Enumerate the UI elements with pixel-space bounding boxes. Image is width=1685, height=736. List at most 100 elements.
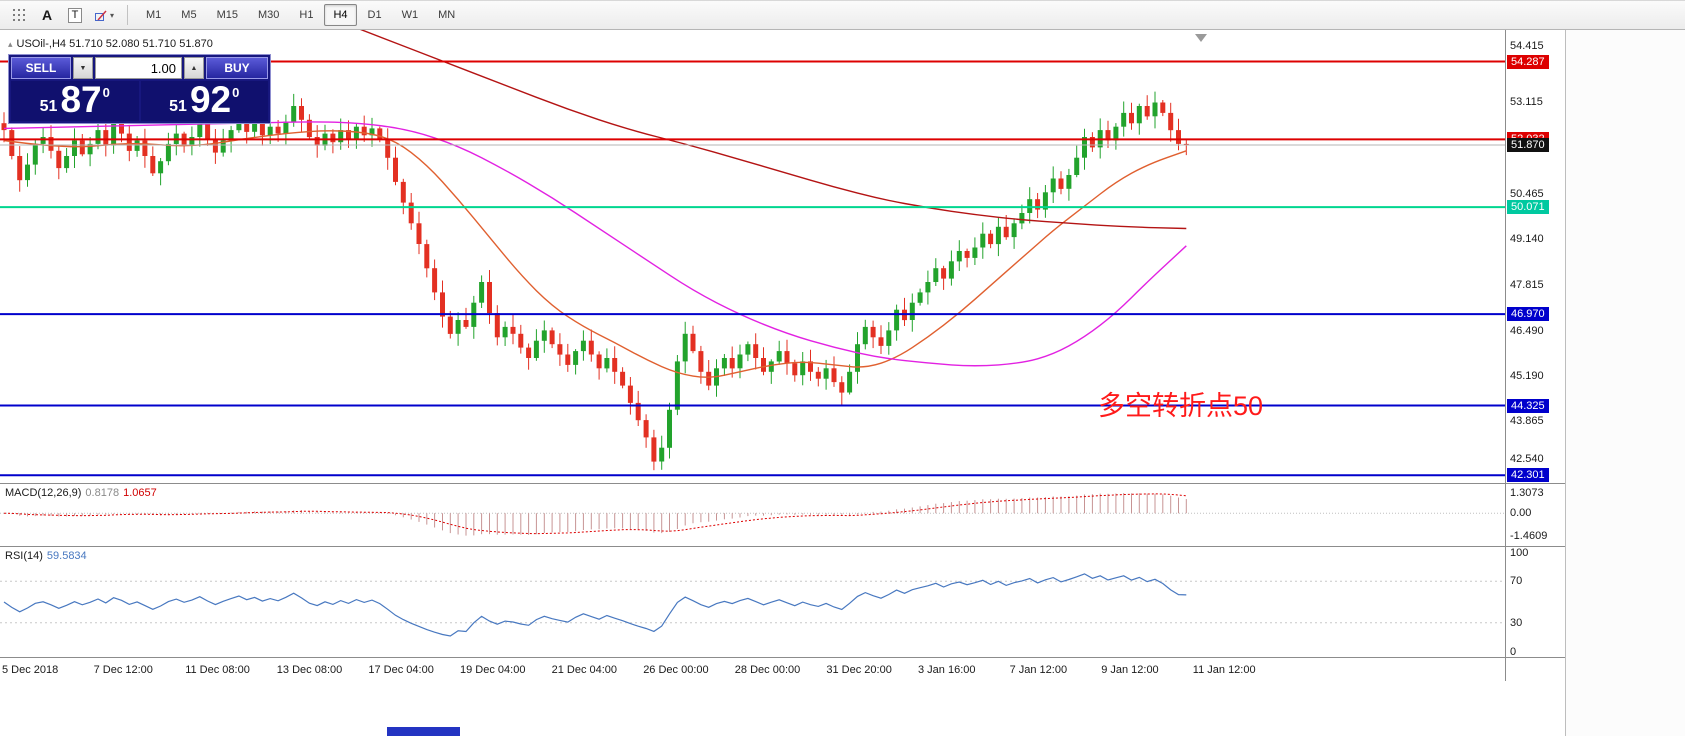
macd-axis-label: -1.4609 <box>1510 529 1548 542</box>
grid-icon <box>13 9 25 21</box>
time-axis[interactable]: 5 Dec 2018 7 Dec 12:00 11 Dec 08:00 13 Dec … <box>0 658 1505 682</box>
price-axis-label: 42.540 <box>1510 453 1544 466</box>
time-axis-label: 31 Dec 20:00 <box>826 664 892 676</box>
sell-price-display[interactable]: 51 87 0 <box>11 81 139 121</box>
time-axis-label: 26 Dec 00:00 <box>643 664 709 676</box>
timeframe-button-w1[interactable]: W1 <box>401 9 419 21</box>
rsi-axis-label: 100 <box>1510 547 1529 559</box>
time-axis-label: 9 Jan 12:00 <box>1101 664 1159 676</box>
timeframe-button-m30[interactable]: M30 <box>257 9 280 21</box>
symbol-ohlc-text: USOil-,H4 51.710 52.080 51.710 51.870 <box>16 38 213 50</box>
grid-tool-button[interactable] <box>6 3 32 27</box>
chart-annotation[interactable]: 多空转折点50 <box>1098 391 1264 421</box>
volume-input[interactable] <box>95 57 182 79</box>
text-box-icon: T <box>67 7 83 23</box>
bottom-strip <box>0 681 1565 736</box>
time-axis-label: 7 Dec 12:00 <box>93 664 153 676</box>
buy-price-whole: 51 <box>169 97 187 115</box>
time-axis-panel: 5 Dec 2018 7 Dec 12:00 11 Dec 08:00 13 Dec … <box>0 658 1565 683</box>
rsi-panel: RSI(14) 59.5834 100 70 30 0 <box>0 547 1565 658</box>
price-axis[interactable]: 54.415 53.115 50.465 49.140 47.815 46.490 45.1… <box>1505 30 1565 483</box>
macd-axis[interactable]: 1.3073 0.00 -1.4609 <box>1505 484 1565 546</box>
timeframe-button-h1[interactable]: H1 <box>299 9 314 21</box>
timeframe-group: M1 M5 M15 M30 H1 H4 D1 W1 MN <box>137 4 464 26</box>
rsi-axis-label: 30 <box>1510 616 1523 629</box>
rsi-header: RSI(14) 59.5834 <box>5 550 87 562</box>
macd-chart-svg <box>0 493 1505 536</box>
price-axis-label: 47.815 <box>1510 279 1544 291</box>
price-level-badge: 54.287 <box>1507 54 1549 69</box>
buy-price-pips: 92 <box>189 79 232 120</box>
timeframe-button-m15[interactable]: M15 <box>216 9 238 21</box>
buy-button[interactable]: BUY <box>206 57 268 79</box>
macd-panel: MACD(12,26,9) 0.8178 1.0657 1.3073 0.00 -1.4… <box>0 484 1565 547</box>
main-chart-panel: ▴ USOil-,H4 51.710 52.080 51.710 51.870 S… <box>0 30 1565 484</box>
main-chart-plot[interactable]: ▴ USOil-,H4 51.710 52.080 51.710 51.870 S… <box>0 30 1505 483</box>
right-empty-area <box>1565 30 1685 736</box>
buy-price-display[interactable]: 51 92 0 <box>140 79 268 121</box>
bottom-blue-fragment <box>387 727 460 736</box>
timeframe-button-m1[interactable]: M1 <box>146 9 162 21</box>
sell-price-point: 0 <box>102 85 110 100</box>
sell-button[interactable]: SELL <box>11 57 71 79</box>
timeframe-button-h4[interactable]: H4 <box>324 4 357 26</box>
time-axis-label: 11 Dec 08:00 <box>185 664 250 676</box>
macd-main-value: 0.8178 <box>85 487 120 499</box>
price-level-badge: 42.301 <box>1507 468 1549 483</box>
price-level-badge: 46.970 <box>1507 307 1549 322</box>
shapes-icon <box>95 10 107 21</box>
rsi-value: 59.5834 <box>46 550 87 562</box>
time-axis-label: 11 Jan 12:00 <box>1192 664 1256 676</box>
symbol-marker-icon: ▴ <box>8 39 13 49</box>
price-axis-label: 53.115 <box>1510 96 1543 108</box>
buy-price-point: 0 <box>232 85 240 100</box>
dropdown-caret-icon: ▾ <box>110 10 115 20</box>
price-level-badge: 51.870 <box>1507 138 1549 152</box>
price-axis-label: 46.490 <box>1510 324 1544 337</box>
price-axis-label: 45.190 <box>1510 369 1544 382</box>
time-axis-label: 28 Dec 00:00 <box>734 664 801 676</box>
price-axis-label: 43.865 <box>1510 415 1544 428</box>
shapes-tool-button[interactable]: ▾ <box>90 3 118 27</box>
timeframe-button-mn[interactable]: MN <box>438 9 456 21</box>
macd-axis-label: 0.00 <box>1510 507 1532 520</box>
time-axis-label: 19 Dec 04:00 <box>460 664 526 676</box>
macd-header: MACD(12,26,9) 0.8178 1.0657 <box>5 487 157 499</box>
toolbar-separator <box>127 5 129 25</box>
time-axis-label: 3 Jan 16:00 <box>918 664 976 676</box>
candlestick-chart-svg <box>0 30 1505 477</box>
time-axis-corner <box>1505 658 1565 682</box>
text-label-tool-button[interactable]: A <box>34 3 60 27</box>
volume-increase-button[interactable]: ▲ <box>184 57 204 79</box>
text-box-tool-button[interactable]: T <box>62 3 88 27</box>
rsi-axis[interactable]: 100 70 30 0 <box>1505 547 1565 657</box>
sell-price-whole: 51 <box>39 97 58 115</box>
sell-price-pips: 87 <box>60 79 102 120</box>
macd-signal-value: 1.0657 <box>123 487 157 499</box>
rsi-title: RSI(14) <box>5 550 43 562</box>
price-level-badge: 44.325 <box>1507 398 1549 413</box>
symbol-ohlc-line: ▴ USOil-,H4 51.710 52.080 51.710 51.870 <box>8 38 213 50</box>
volume-decrease-button[interactable]: ▼ <box>73 57 93 79</box>
price-axis-label: 49.140 <box>1510 233 1544 246</box>
price-axis-label: 50.465 <box>1510 187 1544 200</box>
macd-plot[interactable]: MACD(12,26,9) 0.8178 1.0657 <box>0 484 1505 546</box>
chart-window: ▴ USOil-,H4 51.710 52.080 51.710 51.870 S… <box>0 30 1565 683</box>
text-label-icon: A <box>41 7 53 23</box>
time-axis-label: 21 Dec 04:00 <box>551 664 618 676</box>
timeframe-button-m5[interactable]: M5 <box>181 9 197 21</box>
macd-title: MACD(12,26,9) <box>5 487 82 499</box>
time-axis-label: 7 Jan 12:00 <box>1009 664 1068 676</box>
rsi-axis-label: 0 <box>1510 646 1517 658</box>
time-axis-label: 13 Dec 08:00 <box>276 664 343 676</box>
rsi-plot[interactable]: RSI(14) 59.5834 <box>0 547 1505 657</box>
timeframe-button-d1[interactable]: D1 <box>367 9 382 21</box>
time-axis-label: 17 Dec 04:00 <box>368 664 434 676</box>
toolbar: A T ▾ M1 M5 M15 M30 H1 H4 D1 W1 MN <box>0 0 1685 30</box>
rsi-axis-label: 70 <box>1510 575 1523 588</box>
price-axis-label: 54.415 <box>1510 39 1544 52</box>
macd-axis-label: 1.3073 <box>1510 487 1544 500</box>
time-axis-label: 5 Dec 2018 <box>2 664 59 676</box>
price-level-badge: 50.071 <box>1507 200 1549 215</box>
